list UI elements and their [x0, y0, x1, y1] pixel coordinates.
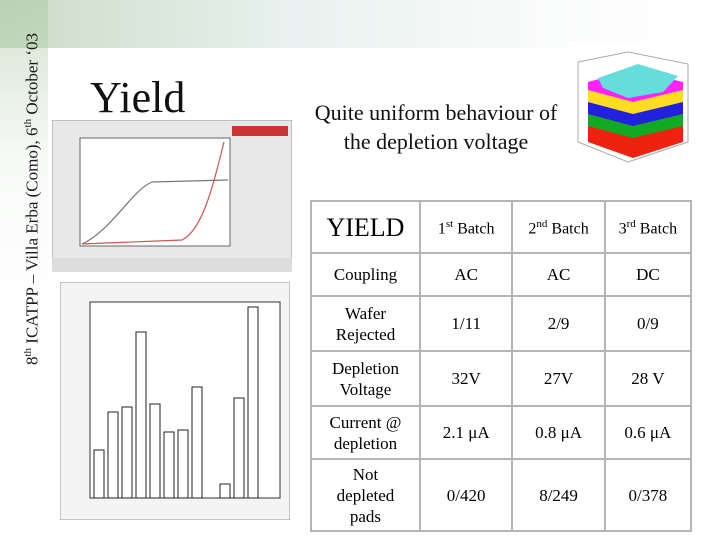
- table-cell: 0/9: [603, 295, 693, 352]
- row-label-line: pads: [349, 506, 382, 526]
- table-cell: 1/11: [418, 295, 514, 352]
- header-text: Batch: [547, 220, 589, 238]
- header-text: Batch: [453, 220, 495, 238]
- row-label: Depletion Voltage: [310, 350, 421, 407]
- row-label-line: Wafer: [344, 303, 387, 323]
- sidebar-part: th: [22, 118, 34, 128]
- sidebar-part: 8: [22, 356, 42, 366]
- table-row: Wafer Rejected 1/11 2/9 0/9: [310, 295, 693, 352]
- subtitle: Quite uniform behaviour of the depletion …: [296, 98, 576, 156]
- table-cell: 0/420: [418, 458, 514, 532]
- subtitle-line: the depletion voltage: [343, 129, 529, 154]
- header-text: YIELD: [326, 212, 405, 242]
- header-cell: 2nd Batch: [511, 200, 606, 254]
- sidebar-part: th: [22, 347, 34, 357]
- header-sup: nd: [536, 218, 548, 231]
- row-label-line: Coupling: [333, 265, 398, 284]
- header-sup: rd: [626, 218, 636, 231]
- row-label: Wafer Rejected: [310, 295, 421, 352]
- sidebar-part: ICATPP – Villa Erba (Como), 6: [22, 127, 42, 348]
- header-text: Batch: [635, 220, 678, 238]
- row-label-line: depleted: [336, 485, 395, 505]
- header-text: 1: [437, 220, 446, 238]
- row-label-line: Rejected: [335, 324, 396, 344]
- yield-table: YIELD 1st Batch 2nd Batch 3rd Batch Coupling…: [310, 200, 693, 532]
- table-row: Not depleted pads 0/420 8/249 0/378: [310, 458, 693, 532]
- table-cell: 32V: [418, 350, 514, 407]
- table-row: Coupling AC AC DC: [310, 252, 693, 297]
- iv-plot-image: [52, 120, 292, 272]
- header-cell: YIELD: [310, 200, 421, 254]
- sidebar-text: 8th ICATPP – Villa Erba (Como), 6th Octo…: [22, 33, 43, 365]
- header-row: YIELD 1st Batch 2nd Batch 3rd Batch: [310, 200, 693, 254]
- table-row: Current @ depletion 2.1 μA 0.8 μA 0.6 μA: [310, 405, 693, 460]
- sidebar-part: October ‘03: [22, 33, 42, 119]
- subtitle-line: Quite uniform behaviour of: [314, 100, 558, 125]
- row-label-line: Depletion: [331, 358, 399, 378]
- decoration: [0, 0, 720, 48]
- bar-plot-image: [60, 282, 290, 520]
- decoration: [0, 0, 48, 540]
- table-row: Depletion Voltage 32V 27V 28 V: [310, 350, 693, 407]
- row-label: Current @ depletion: [310, 405, 421, 460]
- table-cell: 2/9: [511, 295, 606, 352]
- table-cell: 27V: [511, 350, 606, 407]
- row-label-line: Current @: [329, 412, 402, 432]
- row-label: Coupling: [310, 252, 421, 297]
- table-cell: 0.8 μA: [511, 405, 606, 460]
- table-cell: 8/249: [511, 458, 606, 532]
- table-cell: DC: [603, 252, 693, 297]
- 3d-plot-image: [568, 42, 692, 172]
- header-sup: st: [445, 218, 454, 231]
- table-cell: 2.1 μA: [418, 405, 514, 460]
- row-label-line: Not: [352, 464, 379, 484]
- table-cell: 0/378: [603, 458, 693, 532]
- table-cell: 28 V: [603, 350, 693, 407]
- slide-title: Yield: [90, 73, 186, 122]
- row-label-line: depletion: [333, 433, 398, 453]
- table-cell: 0.6 μA: [603, 405, 693, 460]
- header-cell: 3rd Batch: [603, 200, 693, 254]
- header-text: 3: [618, 220, 627, 238]
- row-label: Not depleted pads: [310, 458, 421, 532]
- header-cell: 1st Batch: [418, 200, 514, 254]
- table-cell: AC: [418, 252, 514, 297]
- header-text: 2: [528, 220, 537, 238]
- table-cell: AC: [511, 252, 606, 297]
- row-label-line: Voltage: [339, 379, 392, 399]
